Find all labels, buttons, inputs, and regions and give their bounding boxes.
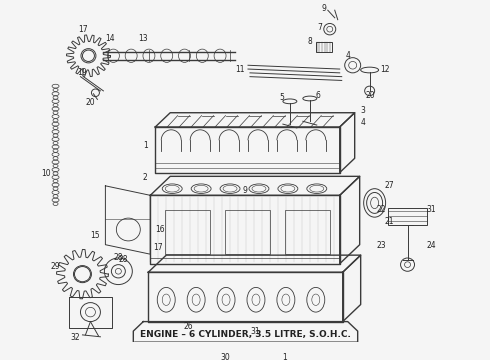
Text: 17: 17 [79, 25, 88, 34]
Text: 11: 11 [235, 64, 245, 73]
Text: 32: 32 [71, 333, 80, 342]
Text: 22: 22 [377, 205, 386, 214]
Text: 31: 31 [250, 327, 260, 336]
Text: 8: 8 [307, 37, 312, 46]
Bar [388, 208, 427, 225]
Text: 29: 29 [51, 262, 60, 271]
Text: 23: 23 [377, 241, 387, 250]
Text: 17: 17 [153, 243, 163, 252]
Text: 14: 14 [105, 34, 115, 43]
Text: 9: 9 [321, 4, 326, 13]
Bar [285, 210, 330, 254]
Text: 20: 20 [86, 98, 95, 107]
Text: 26: 26 [183, 322, 193, 331]
Text: 16: 16 [155, 225, 165, 234]
Text: 27: 27 [385, 181, 394, 190]
Text: 2: 2 [143, 173, 147, 182]
Text: 15: 15 [91, 231, 100, 240]
Text: 3: 3 [360, 106, 365, 115]
Text: 6: 6 [316, 91, 320, 100]
Text: 10: 10 [41, 169, 50, 178]
Text: 28: 28 [119, 255, 128, 264]
Text: 1: 1 [283, 353, 287, 360]
Text: 31: 31 [427, 205, 436, 214]
Bar [225, 210, 270, 254]
Text: 12: 12 [380, 64, 390, 73]
Text: 5: 5 [279, 93, 284, 102]
Text: 28: 28 [114, 252, 123, 261]
Text: 4: 4 [345, 51, 350, 60]
Text: 13: 13 [139, 34, 148, 43]
Text: 4: 4 [360, 118, 365, 127]
Bar [165, 210, 210, 254]
Bar [316, 42, 332, 52]
Text: ENGINE – 6 CYLINDER, 3.5 LITRE, S.O.H.C.: ENGINE – 6 CYLINDER, 3.5 LITRE, S.O.H.C. [140, 330, 350, 339]
Text: 30: 30 [220, 353, 230, 360]
Text: 24: 24 [427, 241, 436, 250]
Text: 21: 21 [385, 217, 394, 226]
Text: 20: 20 [366, 91, 375, 100]
Text: 7: 7 [318, 23, 322, 32]
Text: 1: 1 [143, 141, 147, 150]
Text: 9: 9 [243, 186, 247, 195]
Text: 19: 19 [77, 68, 87, 77]
